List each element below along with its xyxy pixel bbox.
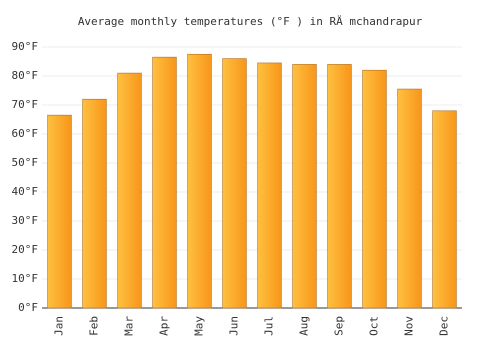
y-tick-label: 50°F [12,156,39,169]
y-tick-label: 70°F [12,98,39,111]
x-tick-label: Jul [263,316,276,336]
bar [82,98,107,309]
bar [432,110,457,309]
x-tick-label: Jan [53,316,66,336]
x-tick-label: May [193,316,206,336]
bar [362,69,387,309]
bar [222,58,247,309]
x-tick-label: Nov [403,316,416,336]
x-tick-label: Sep [333,316,346,336]
bar [257,62,282,309]
y-tick-label: 80°F [12,69,39,82]
chart-title: Average monthly temperatures (°F ) in RÄ… [78,15,423,28]
x-tick-label: Aug [298,316,311,336]
y-tick-label: 20°F [12,243,39,256]
bar [47,114,72,309]
x-tick-label: Mar [123,316,136,336]
x-tick-label: Apr [158,316,171,336]
x-tick-label: Oct [368,316,381,336]
x-tick-label: Feb [88,316,101,336]
bar [117,72,142,309]
y-tick-label: 30°F [12,214,39,227]
x-tick-label: Jun [228,316,241,336]
y-tick-label: 10°F [12,272,39,285]
y-tick-label: 90°F [12,40,39,53]
bar [292,64,317,309]
bar [187,53,212,309]
bar [397,88,422,309]
y-tick-label: 40°F [12,185,39,198]
x-tick-label: Dec [438,316,451,336]
bar [327,64,352,309]
y-tick-label: 60°F [12,127,39,140]
y-tick-label: 0°F [18,301,38,314]
bar [152,56,177,309]
